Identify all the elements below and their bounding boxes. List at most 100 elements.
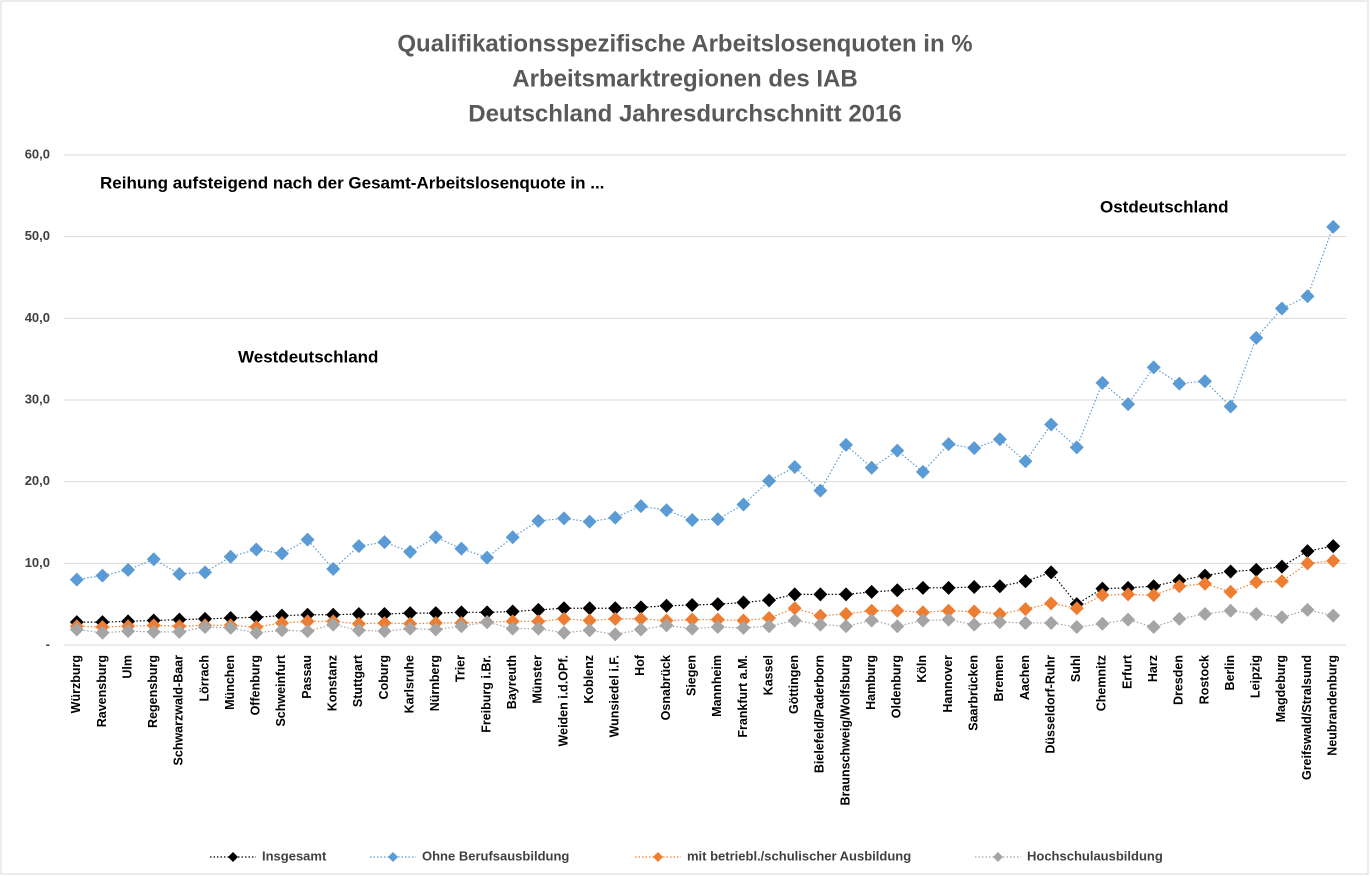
- data-point: [736, 595, 751, 610]
- data-point: [1300, 602, 1315, 617]
- data-point: [864, 613, 879, 628]
- data-point: [685, 513, 700, 528]
- legend-label: Insgesamt: [262, 848, 327, 863]
- data-point: [839, 606, 854, 621]
- x-tick-label: Bielefeld/Paderborn: [813, 655, 827, 773]
- data-point: [659, 598, 674, 613]
- x-tick-label: Kassel: [761, 655, 775, 695]
- data-point: [1018, 602, 1033, 617]
- data-point: [1274, 301, 1289, 316]
- data-point: [505, 530, 520, 545]
- data-point: [710, 620, 725, 635]
- data-point: [377, 615, 392, 630]
- x-tick-label: Trier: [454, 655, 468, 682]
- data-point: [967, 617, 982, 632]
- x-tick-label: Göttingen: [787, 655, 801, 714]
- legend-marker: [653, 852, 663, 862]
- data-point: [710, 597, 725, 612]
- data-point: [582, 514, 597, 529]
- data-point: [685, 621, 700, 636]
- x-tick-label: Coburg: [377, 655, 391, 699]
- data-point: [890, 619, 905, 634]
- data-point: [582, 613, 597, 628]
- x-tick-label: Freiburg i.Br.: [479, 655, 493, 733]
- data-point: [1121, 612, 1136, 627]
- data-point: [1326, 553, 1341, 568]
- data-point: [1300, 544, 1315, 559]
- legend-marker: [388, 852, 398, 862]
- data-point: [915, 464, 930, 479]
- data-point: [762, 473, 777, 488]
- legend-label: Hochschulausbildung: [1027, 848, 1163, 863]
- data-point: [633, 600, 648, 615]
- x-tick-label: Osnabrück: [659, 655, 673, 720]
- x-tick-label: Magdeburg: [1274, 655, 1288, 722]
- data-point: [505, 621, 520, 636]
- data-point: [941, 612, 956, 627]
- data-point: [1044, 565, 1059, 580]
- y-tick-label: 10,0: [25, 555, 50, 570]
- x-tick-label: Würzburg: [69, 655, 83, 713]
- x-tick-label: Bayreuth: [505, 655, 519, 709]
- data-point: [864, 603, 879, 618]
- x-tick-label: Weiden i.d.OPf.: [556, 655, 570, 746]
- data-point: [428, 606, 443, 621]
- data-point: [1249, 606, 1264, 621]
- data-point: [428, 530, 443, 545]
- data-point: [787, 587, 802, 602]
- x-tick-label: Chemnitz: [1095, 655, 1109, 711]
- data-point: [274, 608, 289, 623]
- data-point: [172, 624, 187, 639]
- x-tick-label: Leipzig: [1249, 655, 1263, 698]
- data-point: [736, 497, 751, 512]
- legend-marker: [993, 852, 1003, 862]
- chart-title: Deutschland Jahresdurchschnitt 2016: [468, 100, 901, 127]
- data-point: [480, 605, 495, 620]
- x-tick-label: Oldenburg: [890, 655, 904, 718]
- annotation: Ostdeutschland: [1100, 197, 1228, 216]
- data-point: [762, 611, 777, 626]
- data-point: [1069, 601, 1084, 616]
- x-tick-label: Mannheim: [710, 655, 724, 717]
- data-point: [992, 579, 1007, 594]
- x-tick-label: Berlin: [1223, 655, 1237, 690]
- x-tick-label: Stuttgart: [351, 654, 365, 707]
- data-point: [454, 605, 469, 620]
- data-point: [1274, 574, 1289, 589]
- y-tick-label: 20,0: [25, 473, 50, 488]
- data-point: [864, 584, 879, 599]
- data-point: [1146, 588, 1161, 603]
- chart-title: Arbeitsmarktregionen des IAB: [512, 65, 857, 92]
- data-point: [300, 614, 315, 629]
- data-point: [633, 611, 648, 626]
- x-tick-label: Aachen: [1018, 655, 1032, 700]
- x-tick-label: Hof: [633, 654, 647, 676]
- data-point: [403, 606, 418, 621]
- annotation: Westdeutschland: [238, 347, 378, 366]
- data-point: [633, 499, 648, 514]
- data-point: [787, 601, 802, 616]
- data-point: [813, 587, 828, 602]
- x-tick-label: Greifswald/Stralsund: [1300, 655, 1314, 780]
- data-point: [1172, 579, 1187, 594]
- data-point: [249, 610, 264, 625]
- chart-title: Qualifikationsspezifische Arbeitslosenqu…: [397, 30, 972, 57]
- x-tick-label: Ravensburg: [95, 655, 109, 727]
- data-point: [1146, 579, 1161, 594]
- data-point: [992, 615, 1007, 630]
- data-point: [1274, 559, 1289, 574]
- data-point: [556, 625, 571, 640]
- legend-marker: [228, 852, 238, 862]
- x-tick-label: Dresden: [1172, 655, 1186, 705]
- data-point: [582, 601, 597, 616]
- data-point: [505, 614, 520, 629]
- data-point: [1223, 399, 1238, 414]
- data-point: [1018, 454, 1033, 469]
- data-point: [608, 510, 623, 525]
- series-line: [76, 226, 1334, 581]
- x-tick-label: Wunsiedel i.F.: [608, 655, 622, 737]
- data-point: [531, 621, 546, 636]
- data-point: [377, 535, 392, 550]
- data-point: [992, 432, 1007, 447]
